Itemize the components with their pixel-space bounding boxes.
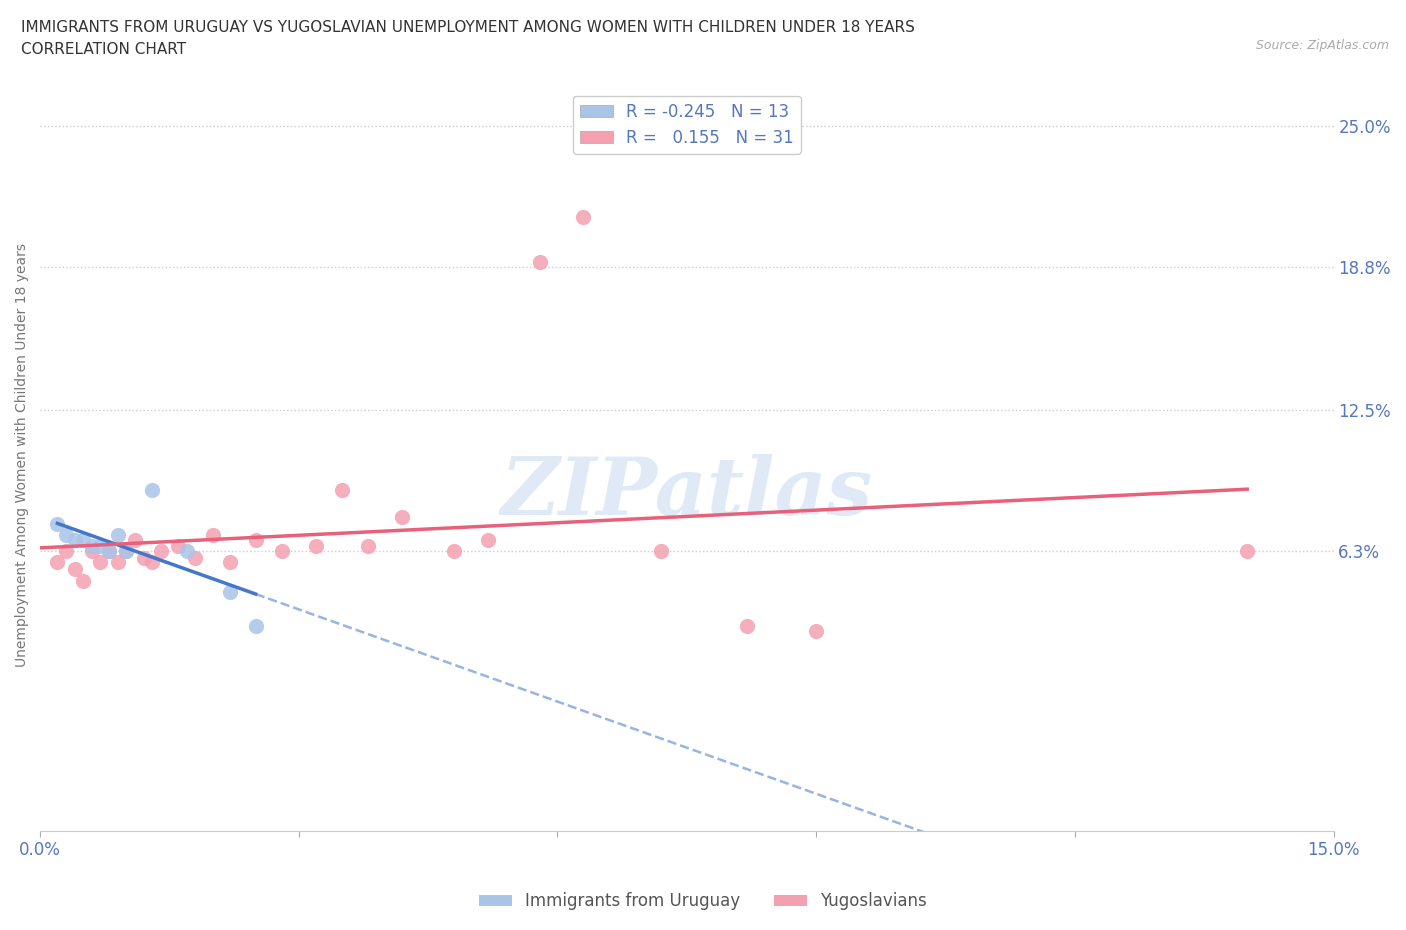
- Point: [115, 543, 138, 558]
- Y-axis label: Unemployment Among Women with Children Under 18 years: Unemployment Among Women with Children U…: [15, 244, 30, 668]
- Text: CORRELATION CHART: CORRELATION CHART: [21, 42, 186, 57]
- Point: [132, 551, 155, 565]
- Point: [115, 543, 138, 558]
- Point: [218, 555, 240, 570]
- Point: [804, 623, 827, 638]
- Text: Source: ZipAtlas.com: Source: ZipAtlas.com: [1256, 39, 1389, 52]
- Point: [245, 618, 267, 633]
- Legend: R = -0.245   N = 13, R =   0.155   N = 31: R = -0.245 N = 13, R = 0.155 N = 31: [572, 96, 800, 153]
- Point: [141, 555, 163, 570]
- Point: [46, 516, 69, 531]
- Point: [391, 510, 413, 525]
- Point: [55, 527, 77, 542]
- Point: [305, 539, 328, 554]
- Point: [477, 532, 499, 547]
- Point: [1236, 543, 1258, 558]
- Point: [201, 527, 224, 542]
- Point: [98, 543, 121, 558]
- Point: [443, 543, 465, 558]
- Point: [650, 543, 672, 558]
- Point: [107, 555, 129, 570]
- Point: [72, 573, 94, 588]
- Point: [141, 482, 163, 497]
- Point: [107, 527, 129, 542]
- Point: [357, 539, 380, 554]
- Point: [80, 543, 103, 558]
- Point: [55, 543, 77, 558]
- Legend: Immigrants from Uruguay, Yugoslavians: Immigrants from Uruguay, Yugoslavians: [472, 885, 934, 917]
- Point: [149, 543, 172, 558]
- Point: [270, 543, 292, 558]
- Point: [72, 532, 94, 547]
- Point: [330, 482, 353, 497]
- Point: [124, 532, 146, 547]
- Point: [46, 555, 69, 570]
- Point: [80, 539, 103, 554]
- Point: [572, 209, 595, 224]
- Point: [167, 539, 190, 554]
- Point: [218, 584, 240, 599]
- Point: [89, 555, 111, 570]
- Point: [735, 618, 758, 633]
- Point: [98, 543, 121, 558]
- Text: IMMIGRANTS FROM URUGUAY VS YUGOSLAVIAN UNEMPLOYMENT AMONG WOMEN WITH CHILDREN UN: IMMIGRANTS FROM URUGUAY VS YUGOSLAVIAN U…: [21, 20, 915, 35]
- Point: [245, 532, 267, 547]
- Point: [63, 532, 86, 547]
- Text: ZIPatlas: ZIPatlas: [501, 454, 873, 532]
- Point: [176, 543, 198, 558]
- Point: [529, 255, 551, 270]
- Point: [89, 539, 111, 554]
- Point: [63, 562, 86, 577]
- Point: [184, 551, 207, 565]
